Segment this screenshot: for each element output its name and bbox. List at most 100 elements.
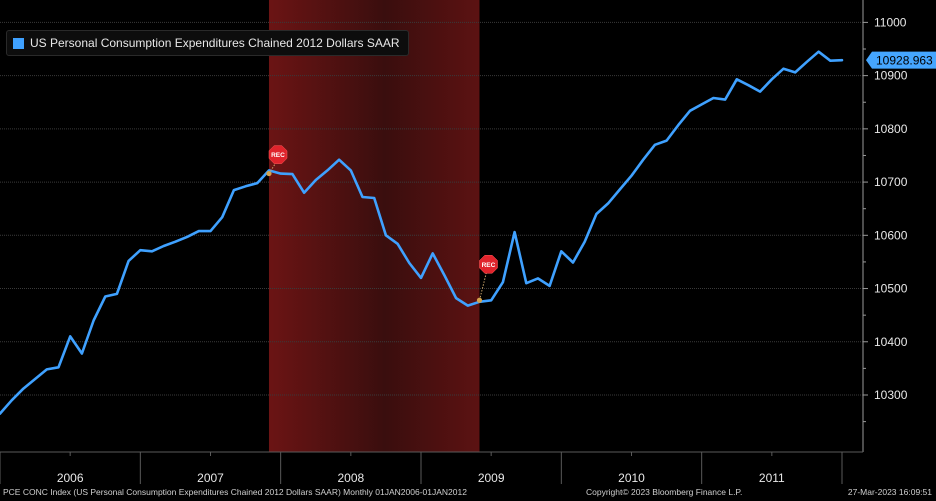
data-point	[325, 168, 329, 172]
data-point	[150, 249, 154, 253]
rec-marker-connector	[268, 162, 277, 174]
x-tick-label: 2007	[197, 471, 224, 485]
data-point	[489, 298, 493, 302]
data-point	[758, 90, 762, 94]
rec-marker-dot	[266, 170, 272, 177]
y-tick-label: 10300	[874, 388, 908, 402]
data-point	[255, 181, 259, 185]
data-point	[302, 191, 306, 195]
y-tick-label: 11000	[874, 15, 907, 29]
data-point	[630, 174, 634, 178]
data-point	[372, 196, 376, 200]
data-point	[127, 259, 131, 263]
data-point	[594, 212, 598, 216]
data-point	[115, 292, 119, 296]
rec-marker-icon	[479, 255, 498, 274]
data-point	[746, 83, 750, 87]
data-point	[103, 295, 107, 299]
data-point	[840, 58, 844, 62]
data-point	[571, 260, 575, 264]
data-point	[384, 233, 388, 237]
data-point	[559, 249, 563, 253]
data-point	[653, 143, 657, 147]
data-point	[665, 139, 669, 143]
data-point	[711, 96, 715, 100]
y-tick-label: 10900	[874, 69, 908, 83]
data-point	[735, 77, 739, 81]
data-point	[618, 188, 622, 192]
data-point	[56, 365, 60, 369]
data-point	[676, 123, 680, 127]
data-point	[524, 281, 528, 285]
series-line	[0, 50, 844, 415]
data-point	[138, 248, 142, 252]
data-point	[244, 184, 248, 188]
rec-marker-icon	[268, 145, 288, 164]
data-point	[431, 251, 435, 255]
last-value-label: 10928.963	[876, 54, 933, 68]
data-point	[817, 50, 821, 54]
data-point	[197, 229, 201, 233]
data-point	[279, 172, 283, 176]
footer-source: PCE CONC Index (US Personal Consumption …	[3, 487, 467, 497]
y-tick-label: 10500	[874, 282, 908, 296]
data-point	[232, 188, 236, 192]
data-point	[700, 102, 704, 106]
legend: US Personal Consumption Expenditures Cha…	[6, 30, 409, 56]
rec-marker-label: REC	[482, 262, 496, 269]
data-point	[770, 77, 774, 81]
x-tick-label: 2008	[337, 471, 364, 485]
data-point	[361, 195, 365, 199]
data-point	[606, 201, 610, 205]
data-point	[548, 284, 552, 288]
data-point	[33, 377, 37, 381]
data-point	[454, 296, 458, 300]
y-tick-label: 10400	[874, 335, 908, 349]
data-point	[349, 168, 353, 172]
data-point	[782, 67, 786, 71]
x-tick-label: 2010	[618, 471, 645, 485]
footer-timestamp: 27-Mar-2023 16:09:51	[847, 487, 932, 497]
data-point	[828, 59, 832, 63]
legend-swatch	[13, 37, 24, 49]
data-point	[290, 172, 294, 176]
data-point	[68, 334, 72, 338]
data-point	[10, 398, 14, 402]
rec-marker-dot	[476, 297, 483, 303]
data-point	[805, 60, 809, 64]
legend-label: US Personal Consumption Expenditures Cha…	[30, 36, 400, 50]
data-point	[513, 230, 517, 234]
data-point	[583, 240, 587, 244]
data-point	[209, 229, 213, 233]
data-point	[793, 70, 797, 74]
footer-copyright: Copyright© 2023 Bloomberg Finance L.P.	[586, 487, 743, 497]
x-tick-label: 2011	[759, 471, 785, 485]
data-point	[80, 351, 84, 355]
data-point	[337, 158, 341, 162]
data-point	[314, 178, 318, 182]
y-tick-label: 10600	[874, 228, 908, 242]
rec-marker-connector	[478, 272, 487, 301]
data-point	[419, 276, 423, 280]
data-point	[723, 98, 727, 102]
y-tick-label: 10700	[874, 175, 908, 189]
data-point	[92, 318, 96, 322]
footer: PCE CONC Index (US Personal Consumption …	[0, 486, 936, 501]
data-point	[396, 242, 400, 246]
data-point	[185, 235, 189, 239]
data-point	[407, 261, 411, 265]
recession-shading	[268, 0, 480, 452]
data-point	[45, 367, 49, 371]
x-tick-label: 2006	[57, 471, 84, 485]
data-point	[173, 240, 177, 244]
data-point	[641, 158, 645, 162]
data-point	[501, 280, 505, 284]
rec-marker-label: REC	[271, 152, 285, 159]
x-tick-label: 2009	[478, 471, 505, 485]
data-point	[162, 244, 166, 248]
data-point	[536, 276, 540, 280]
data-point	[688, 109, 692, 113]
data-point	[466, 304, 470, 308]
last-value-tag	[866, 51, 936, 69]
